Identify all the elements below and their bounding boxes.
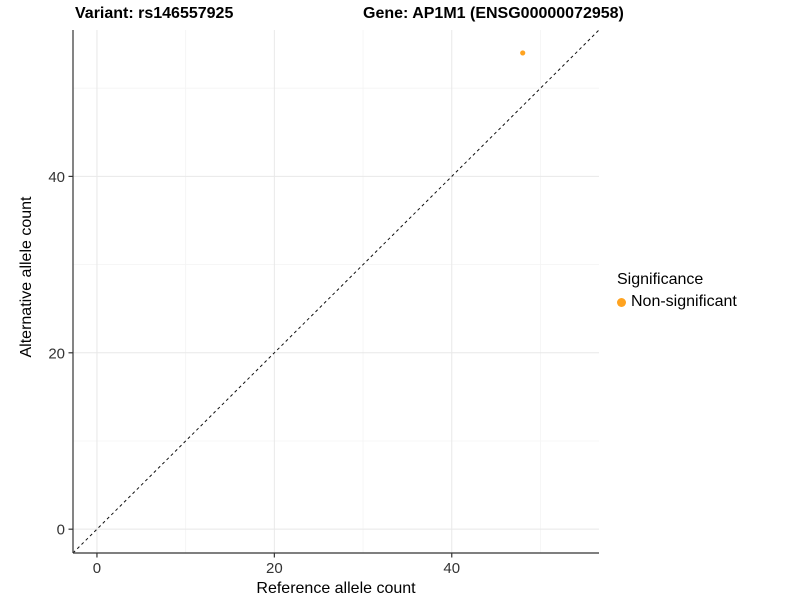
y-axis-title: Alternative allele count [18,196,35,358]
variant-title: Variant: rs146557925 [75,5,234,22]
x-tick-label: 0 [93,560,101,577]
y-tick-label: 20 [48,345,65,362]
legend-title: Significance [617,271,704,288]
legend-item-non-significant: Non-significant [617,293,737,311]
y-tick-label: 0 [57,522,65,539]
gene-title: Gene: AP1M1 (ENSG00000072958) [363,5,624,22]
legend-item-label: Non-significant [631,293,737,310]
x-tick-label: 40 [443,560,460,577]
y-tick-label: 40 [48,169,65,186]
identity-dashed-line [72,29,600,554]
data-point [520,50,526,56]
x-tick-label: 20 [266,560,283,577]
legend: Significance Non-significant [617,271,737,311]
x-axis-title: Reference allele count [256,580,416,597]
legend-point-icon [617,297,626,307]
